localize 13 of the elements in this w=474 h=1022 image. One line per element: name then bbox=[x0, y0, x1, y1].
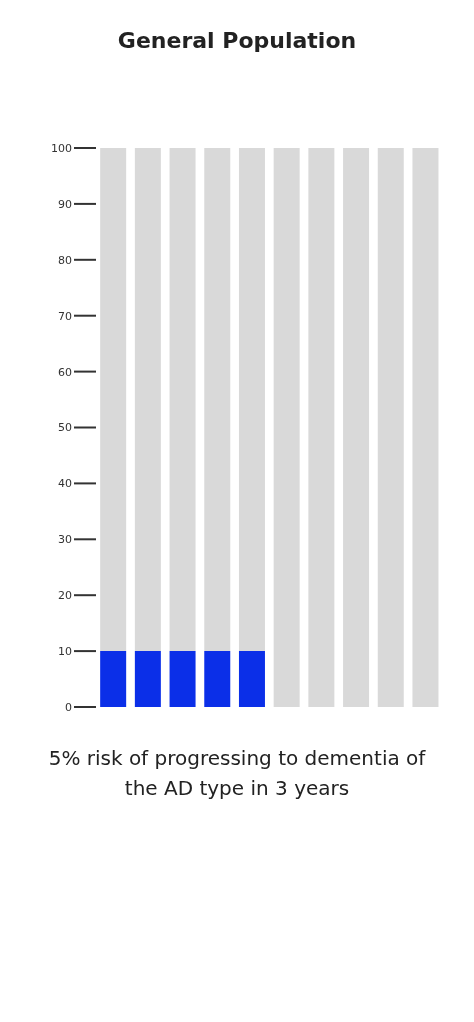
y-tick-label: 40 bbox=[58, 477, 72, 491]
y-tick-label: 30 bbox=[58, 533, 72, 547]
y-tick-label: 10 bbox=[58, 645, 72, 659]
y-tick-label: 0 bbox=[65, 700, 72, 714]
y-tick-label: 90 bbox=[58, 197, 72, 211]
y-tick-label: 70 bbox=[58, 309, 72, 323]
y-tick-label: 60 bbox=[58, 365, 72, 379]
y-tick-label: 100 bbox=[51, 141, 72, 155]
y-tick-label: 50 bbox=[58, 421, 72, 435]
text: 5% risk of progressing to dementia of the AD type in 3 years bbox=[48, 745, 426, 802]
y-tick-label: 80 bbox=[58, 253, 72, 267]
chart-title: General Population bbox=[116, 28, 358, 53]
y-tick-label: 20 bbox=[58, 589, 72, 603]
